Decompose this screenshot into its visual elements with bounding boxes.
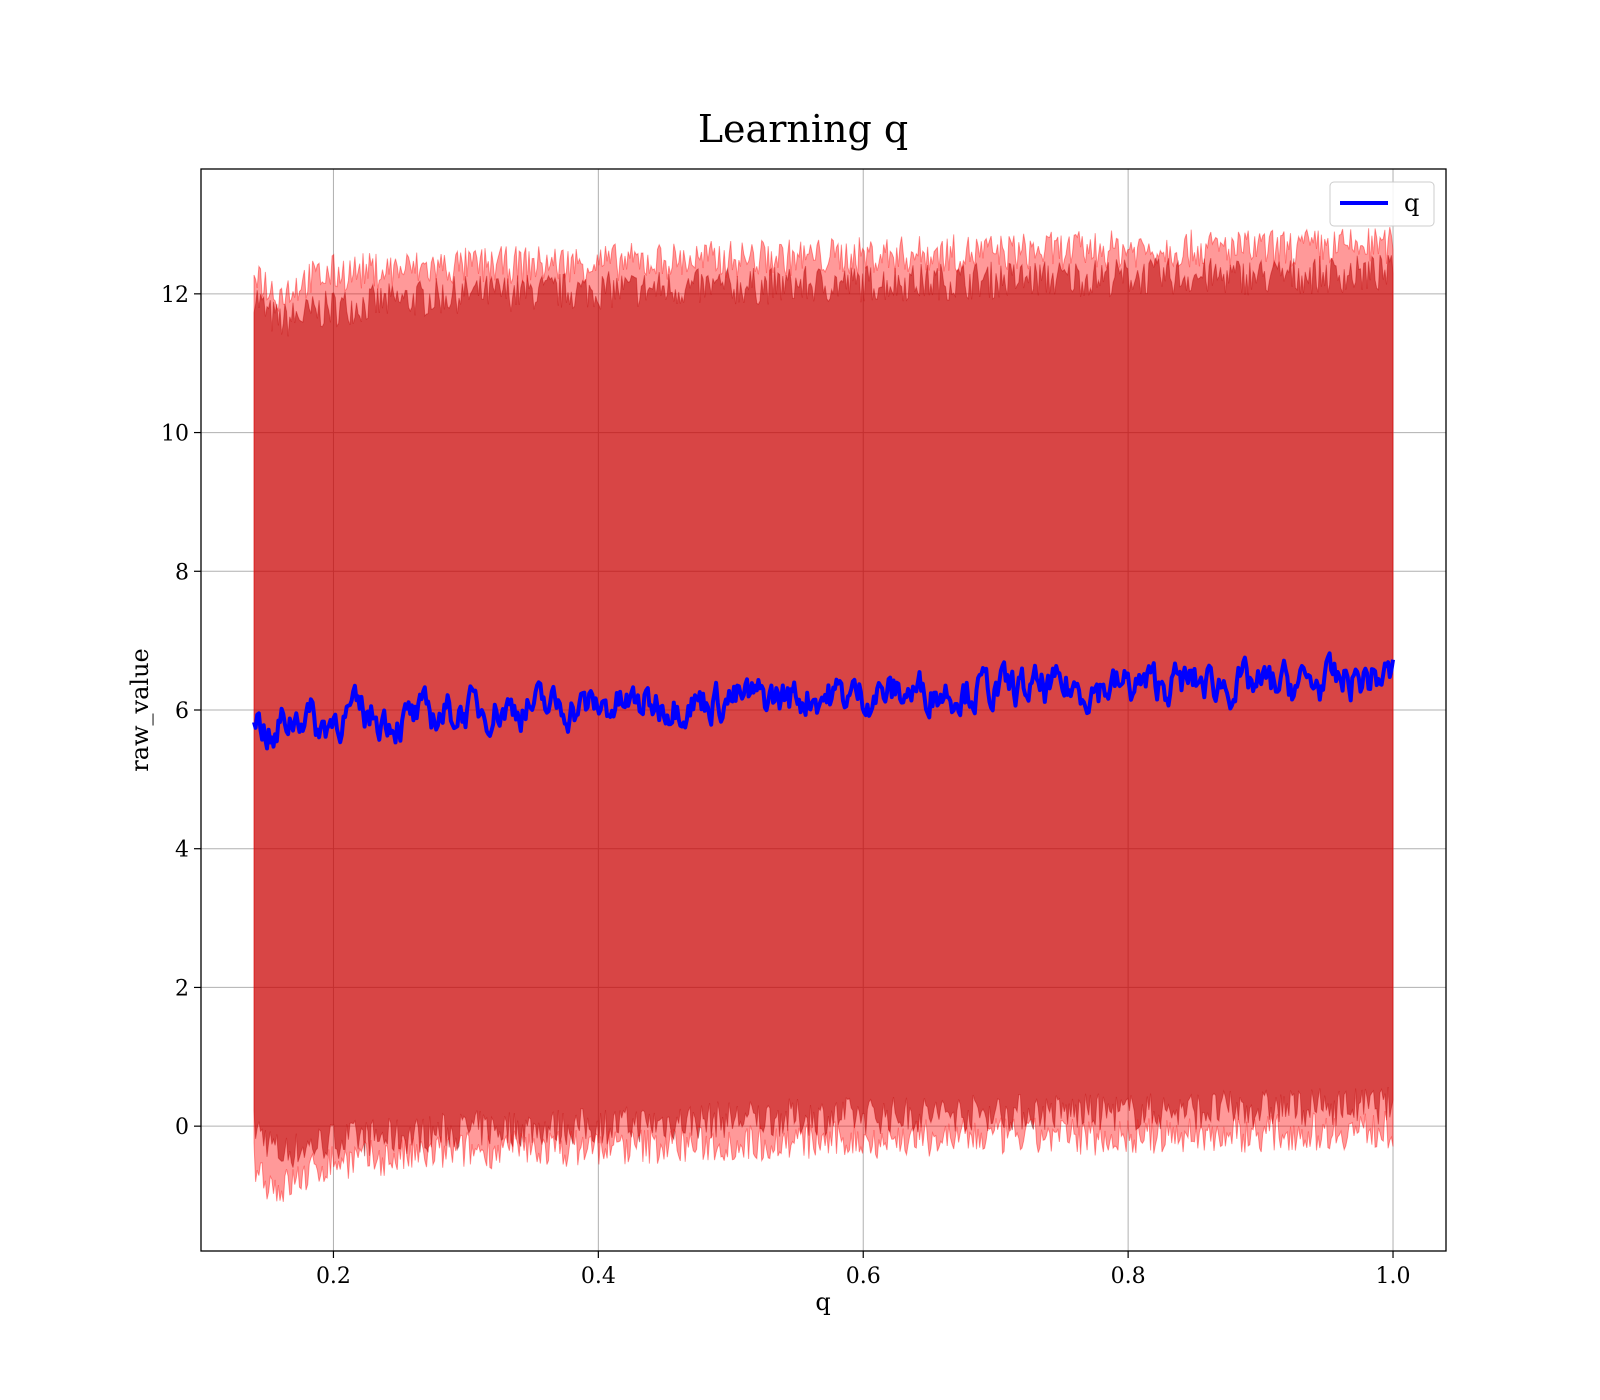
y-tick-label: 4 [175, 838, 189, 863]
confidence-bands [253, 227, 1394, 1202]
band-1 [253, 227, 1394, 1202]
x-axis-label: q [815, 1288, 830, 1316]
x-tick-label: 0.6 [846, 1264, 881, 1289]
x-tick-label: 0.8 [1111, 1264, 1146, 1289]
y-axis-ticks: 0 2 4 6 8 10 12 [161, 283, 201, 1140]
legend: q [1329, 181, 1435, 227]
x-tick-label: 0.2 [316, 1264, 351, 1289]
y-tick-label: 2 [175, 976, 189, 1001]
x-tick-label: 0.4 [581, 1264, 616, 1289]
series-line-q [252, 651, 1395, 751]
y-axis-label: raw_value [126, 648, 154, 772]
y-tick-label: 12 [161, 283, 189, 308]
chart-title: Learning q [698, 107, 908, 151]
y-tick-label: 6 [175, 699, 189, 724]
legend-label-q: q [1404, 189, 1419, 217]
y-tick-label: 0 [175, 1115, 189, 1140]
band-0 [253, 254, 1394, 1168]
x-tick-label: 1.0 [1376, 1264, 1411, 1289]
series-lines [252, 651, 1395, 751]
x-axis-ticks: 0.2 0.4 0.6 0.8 1.0 [316, 1251, 1411, 1289]
y-tick-label: 10 [161, 422, 189, 447]
y-tick-label: 8 [175, 560, 189, 585]
